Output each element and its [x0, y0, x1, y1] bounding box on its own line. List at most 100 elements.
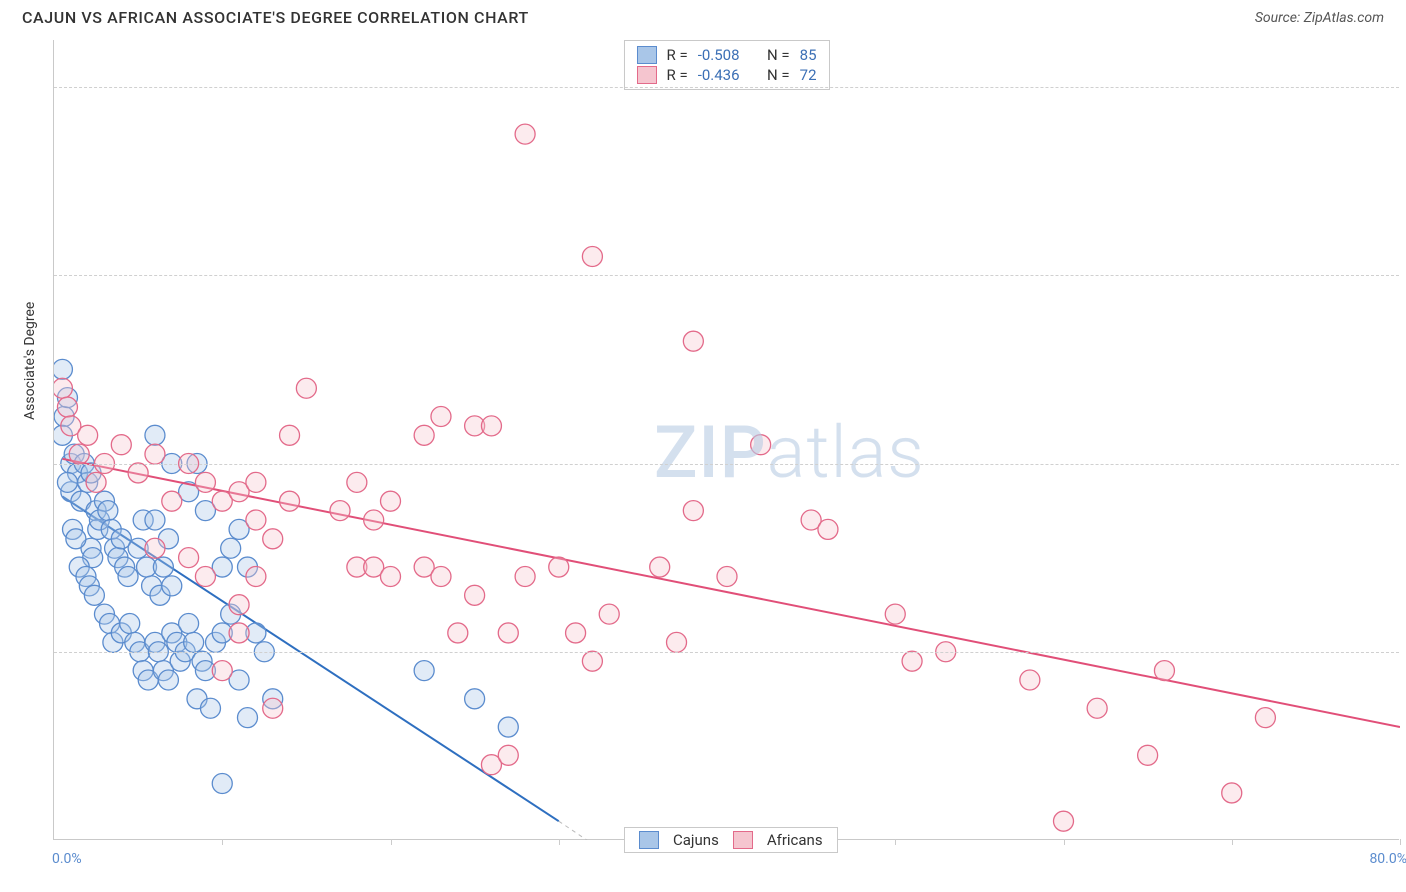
gridline: [54, 464, 1399, 465]
legend-series-name: Africans: [767, 831, 823, 849]
data-point: [381, 566, 401, 586]
stat-legend-row: R = -0.508 N = 85: [636, 45, 816, 65]
data-point: [120, 614, 140, 634]
data-point: [280, 491, 300, 511]
data-point: [200, 698, 220, 718]
data-point: [414, 425, 434, 445]
data-point: [431, 406, 451, 426]
x-tick: [1232, 839, 1233, 845]
series-legend: Cajuns Africans: [624, 827, 838, 853]
data-point: [237, 708, 257, 728]
stat-n-label: N =: [767, 46, 790, 64]
data-point: [145, 425, 165, 445]
data-point: [280, 425, 300, 445]
legend-series-name: Cajuns: [673, 831, 719, 849]
stat-n-value: 85: [800, 46, 817, 64]
data-point: [481, 416, 501, 436]
data-point: [229, 595, 249, 615]
data-point: [162, 576, 182, 596]
chart-area: ZIPatlas R = -0.508 N = 85R = -0.436 N =…: [53, 40, 1399, 840]
chart-title: CAJUN VS AFRICAN ASSOCIATE'S DEGREE CORR…: [22, 8, 529, 27]
x-tick: [559, 839, 560, 845]
trend-line: [62, 459, 1400, 727]
data-point: [246, 566, 266, 586]
data-point: [145, 444, 165, 464]
x-tick: [1400, 839, 1401, 845]
data-point: [381, 491, 401, 511]
data-point: [162, 491, 182, 511]
data-point: [347, 472, 367, 492]
data-point: [246, 510, 266, 530]
gridline: [54, 87, 1399, 88]
data-point: [296, 378, 316, 398]
data-point: [195, 472, 215, 492]
data-point: [683, 501, 703, 521]
x-tick: [391, 839, 392, 845]
data-point: [195, 566, 215, 586]
legend-swatch: [636, 66, 656, 84]
data-point: [98, 501, 118, 521]
data-point: [498, 745, 518, 765]
data-point: [86, 472, 106, 492]
data-point: [212, 774, 232, 794]
data-point: [364, 510, 384, 530]
stat-r-label: R =: [666, 46, 687, 64]
x-tick: [895, 839, 896, 845]
data-point: [330, 501, 350, 521]
data-point: [1087, 698, 1107, 718]
data-point: [179, 614, 199, 634]
data-point: [54, 359, 72, 379]
data-point: [414, 661, 434, 681]
stat-n-value: 72: [800, 66, 817, 84]
data-point: [465, 689, 485, 709]
stat-legend: R = -0.508 N = 85R = -0.436 N = 72: [623, 40, 829, 90]
data-point: [69, 444, 89, 464]
data-point: [184, 632, 204, 652]
data-point: [582, 246, 602, 266]
data-point: [1020, 670, 1040, 690]
data-point: [515, 124, 535, 144]
stat-n-label: N =: [767, 66, 790, 84]
data-point: [54, 378, 72, 398]
gridline: [54, 275, 1399, 276]
data-point: [902, 651, 922, 671]
stat-r-label: R =: [666, 66, 687, 84]
data-point: [582, 651, 602, 671]
data-point: [498, 717, 518, 737]
data-point: [78, 425, 98, 445]
data-point: [221, 538, 241, 558]
x-axis-min-label: 0.0%: [52, 851, 82, 867]
data-point: [515, 566, 535, 586]
y-axis-label: Associate's Degree: [22, 302, 38, 420]
data-point: [818, 519, 838, 539]
data-point: [263, 529, 283, 549]
data-point: [431, 566, 451, 586]
data-point: [246, 472, 266, 492]
data-point: [751, 435, 771, 455]
data-point: [717, 566, 737, 586]
data-point: [498, 623, 518, 643]
legend-swatch: [636, 46, 656, 64]
data-point: [118, 566, 138, 586]
data-point: [145, 510, 165, 530]
data-point: [599, 604, 619, 624]
plot-svg: [54, 40, 1400, 840]
data-point: [667, 632, 687, 652]
data-point: [145, 538, 165, 558]
data-point: [263, 698, 283, 718]
data-point: [1138, 745, 1158, 765]
data-point: [448, 623, 468, 643]
data-point: [1255, 708, 1275, 728]
data-point: [128, 463, 148, 483]
gridline: [54, 652, 1399, 653]
x-tick: [1064, 839, 1065, 845]
x-axis-max-label: 80.0%: [1369, 851, 1406, 867]
data-point: [179, 548, 199, 568]
data-point: [650, 557, 670, 577]
data-point: [57, 397, 77, 417]
data-point: [566, 623, 586, 643]
data-point: [683, 331, 703, 351]
data-point: [158, 670, 178, 690]
legend-swatch: [733, 831, 753, 849]
data-point: [84, 585, 104, 605]
